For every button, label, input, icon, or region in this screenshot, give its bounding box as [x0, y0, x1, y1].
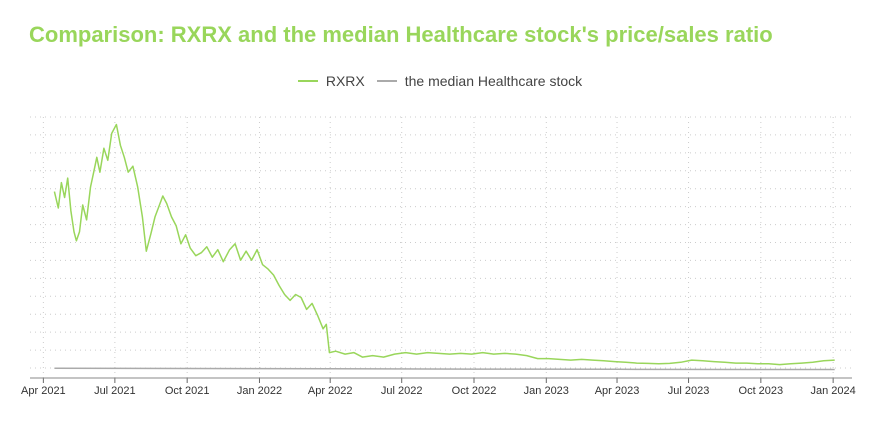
legend-label-median: the median Healthcare stock	[404, 73, 583, 89]
x-tick-label: Oct 2022	[452, 385, 497, 397]
legend-swatch-rxrx	[297, 80, 318, 82]
x-tick-label: Oct 2023	[739, 385, 784, 397]
legend-item-rxrx: RXRX	[297, 73, 365, 89]
x-tick-label: Apr 2021	[21, 385, 66, 397]
series-line-median-healthcare	[54, 367, 835, 371]
x-tick-label: Apr 2023	[595, 385, 640, 397]
chart-legend: RXRX the median Healthcare stock	[0, 73, 880, 89]
x-tick-label: Jan 2024	[811, 385, 856, 397]
x-tick-label: Jan 2022	[237, 385, 282, 397]
x-tick-label: Jul 2022	[381, 385, 423, 397]
chart-title: Comparison: RXRX and the median Healthca…	[29, 22, 773, 47]
x-tick-label: Jul 2021	[94, 385, 136, 397]
x-tick-label: Oct 2021	[165, 385, 210, 397]
x-tick-label: Apr 2022	[308, 385, 353, 397]
legend-label-rxrx: RXRX	[325, 73, 365, 89]
x-tick-label: Jan 2023	[524, 385, 569, 397]
legend-item-median: the median Healthcare stock	[376, 73, 583, 89]
x-tick-label: Jul 2023	[668, 385, 710, 397]
series-line-rxrx	[53, 123, 835, 366]
legend-swatch-median	[376, 80, 397, 82]
